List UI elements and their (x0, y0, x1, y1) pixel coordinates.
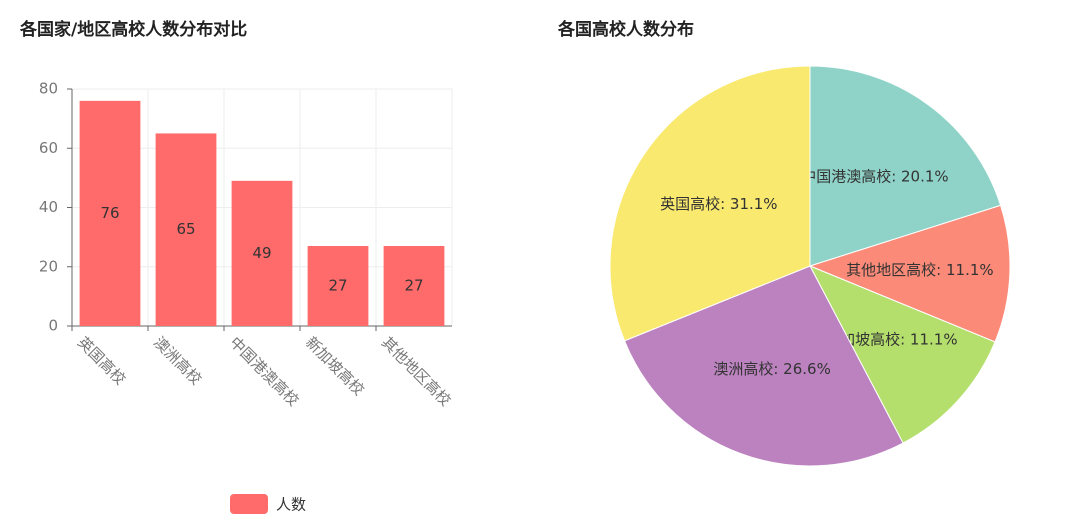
data-label: 27 (404, 277, 423, 295)
legend-label: 人数 (276, 496, 306, 514)
chart-title: 各国高校人数分布 (557, 19, 694, 40)
chart-title: 各国家/地区高校人数分布对比 (19, 19, 247, 40)
y-tick-label: 60 (39, 139, 58, 157)
slice-label: 英国高校: 31.1% (660, 195, 777, 213)
slice-label: 其他地区高校: 11.1% (846, 261, 993, 279)
x-tick-label: 英国高校 (74, 333, 129, 388)
bar (79, 100, 141, 326)
slice-label: 中国港澳高校: 20.1% (801, 168, 948, 186)
bar (231, 180, 293, 326)
pie-slice (623, 265, 904, 467)
y-tick-label: 20 (39, 257, 58, 275)
x-tick-label: 澳洲高校 (150, 333, 205, 388)
pie-slice (808, 265, 996, 444)
bar (383, 246, 445, 326)
pie-slice (609, 65, 811, 342)
data-label: 49 (252, 244, 271, 262)
x-tick-label: 其他地区高校 (378, 333, 454, 409)
y-tick-label: 0 (48, 317, 58, 335)
x-tick-label: 新加坡高校 (302, 333, 368, 399)
data-label: 65 (176, 220, 195, 238)
data-label: 76 (100, 204, 119, 222)
y-tick-label: 40 (39, 198, 58, 216)
bar (155, 133, 217, 326)
x-tick-label: 中国港澳高校 (226, 333, 302, 409)
slice-label: 新加坡高校: 11.1% (825, 331, 957, 349)
legend-swatch (230, 494, 268, 514)
pie-slice (808, 204, 1011, 343)
data-label: 27 (328, 277, 347, 295)
y-tick-label: 80 (39, 80, 58, 98)
bar (307, 246, 369, 326)
slice-label: 澳洲高校: 26.6% (713, 360, 830, 378)
pie-slice (809, 65, 1002, 267)
